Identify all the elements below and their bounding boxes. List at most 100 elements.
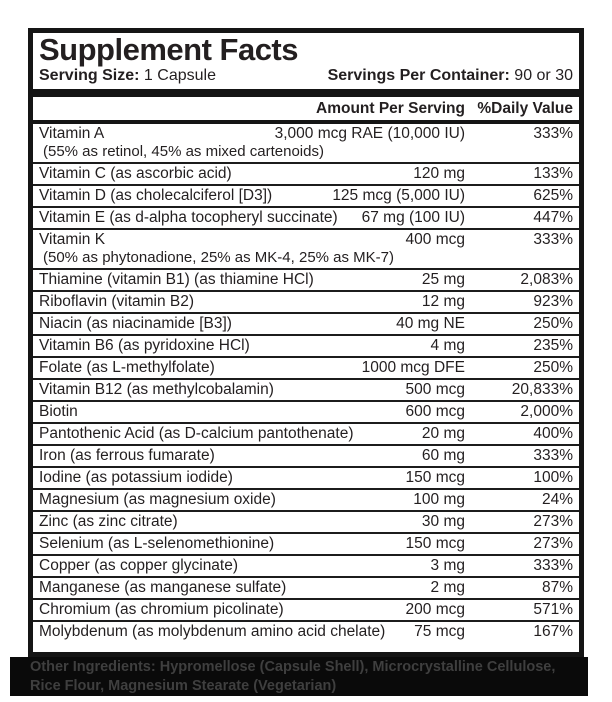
row-main-line: Vitamin E (as d-alpha tocopheryl succina…	[39, 209, 573, 227]
row-main-line: Chromium (as chromium picolinate) 200 mcg…	[39, 601, 573, 619]
row-amount: 3,000 mcg RAE (10,000 IU)	[274, 124, 465, 142]
row-amount: 150 mcg	[405, 468, 465, 486]
row-main-line: Vitamin A 3,000 mcg RAE (10,000 IU) 333%	[39, 125, 573, 143]
row-amount: 12 mg	[421, 292, 465, 310]
row-name: Chromium (as chromium picolinate)	[39, 600, 284, 618]
table-row: Pantothenic Acid (as D-calcium pantothen…	[33, 424, 579, 446]
row-name: Iron (as ferrous fumarate)	[39, 446, 215, 464]
row-name: Manganese (as manganese sulfate)	[39, 578, 287, 596]
row-daily-value: 625%	[533, 186, 573, 204]
row-name: Iodine (as potassium iodide)	[39, 468, 233, 486]
row-amount: 500 mcg	[405, 380, 465, 398]
row-name: Zinc (as zinc citrate)	[39, 512, 178, 530]
table-row: Vitamin K 400 mcg 333% (50% as phytonadione…	[33, 230, 579, 270]
other-ingredients-label: Other Ingredients:	[30, 659, 156, 675]
table-row: Selenium (as L-selenomethionine) 150 mcg 2…	[33, 534, 579, 556]
table-row: Riboflavin (vitamin B2) 12 mg 923%	[33, 292, 579, 314]
row-amount: 2 mg	[430, 578, 465, 596]
row-amount: 200 mcg	[405, 600, 465, 618]
row-amount: 150 mcg	[405, 534, 465, 552]
table-row: Zinc (as zinc citrate) 30 mg 273%	[33, 512, 579, 534]
column-header-daily-value: %Daily Value	[477, 99, 573, 117]
row-daily-value: 447%	[533, 208, 573, 226]
row-main-line: Biotin 600 mcg 2,000%	[39, 403, 573, 421]
row-daily-value: 20,833%	[511, 380, 573, 398]
row-daily-value: 24%	[541, 490, 573, 508]
row-daily-value: 273%	[533, 512, 573, 530]
row-amount: 1000 mcg DFE	[361, 358, 465, 376]
row-daily-value: 250%	[533, 358, 573, 376]
column-header-row: Amount Per Serving %Daily Value	[33, 97, 579, 120]
row-daily-value: 167%	[533, 622, 573, 640]
row-daily-value: 333%	[533, 556, 573, 574]
serving-info-line: Serving Size: 1 Capsule Servings Per Con…	[33, 67, 579, 89]
row-main-line: Thiamine (vitamin B1) (as thiamine HCl) 2…	[39, 271, 573, 289]
row-amount: 120 mg	[413, 164, 465, 182]
table-row: Vitamin E (as d-alpha tocopheryl succina…	[33, 208, 579, 230]
column-header-amount: Amount Per Serving	[316, 99, 465, 117]
row-amount: 25 mg	[421, 270, 465, 288]
row-main-line: Manganese (as manganese sulfate) 2 mg 87%	[39, 579, 573, 597]
row-main-line: Selenium (as L-selenomethionine) 150 mcg 2…	[39, 535, 573, 553]
row-name: Riboflavin (vitamin B2)	[39, 292, 195, 310]
table-row: Chromium (as chromium picolinate) 200 mcg…	[33, 600, 579, 622]
row-amount: 40 mg NE	[396, 314, 465, 332]
row-name: Selenium (as L-selenomethionine)	[39, 534, 275, 552]
table-row: Magnesium (as magnesium oxide) 100 mg 24%	[33, 490, 579, 512]
supplement-facts-panel: Supplement Facts Serving Size: 1 Capsule…	[28, 28, 584, 657]
row-main-line: Magnesium (as magnesium oxide) 100 mg 24%	[39, 491, 573, 509]
row-name: Biotin	[39, 402, 78, 420]
table-row: Biotin 600 mcg 2,000%	[33, 402, 579, 424]
row-daily-value: 2,083%	[520, 270, 573, 288]
row-daily-value: 2,000%	[520, 402, 573, 420]
row-daily-value: 100%	[533, 468, 573, 486]
table-row: Folate (as L-methylfolate) 1000 mcg DFE 25…	[33, 358, 579, 380]
row-main-line: Vitamin C (as ascorbic acid) 120 mg 133%	[39, 165, 573, 183]
row-daily-value: 333%	[533, 124, 573, 142]
row-daily-value: 273%	[533, 534, 573, 552]
row-main-line: Folate (as L-methylfolate) 1000 mcg DFE 25…	[39, 359, 573, 377]
row-amount: 4 mg	[430, 336, 465, 354]
row-amount: 67 mg (100 IU)	[361, 208, 465, 226]
serving-size: Serving Size: 1 Capsule	[39, 67, 216, 85]
servings-per-container: Servings Per Container: 90 or 30	[328, 67, 573, 85]
row-daily-value: 235%	[533, 336, 573, 354]
row-main-line: Pantothenic Acid (as D-calcium pantothen…	[39, 425, 573, 443]
row-amount: 75 mcg	[414, 622, 465, 640]
table-row: Vitamin B6 (as pyridoxine HCl) 4 mg 235%	[33, 336, 579, 358]
servings-per-container-value: 90 or 30	[509, 66, 573, 84]
row-name: Vitamin D (as cholecalciferol [D3])	[39, 186, 273, 204]
other-ingredients-band: Other Ingredients: Hypromellose (Capsule…	[10, 657, 588, 696]
row-name: Vitamin B12 (as methylcobalamin)	[39, 380, 274, 398]
row-main-line: Molybdenum (as molybdenum amino acid che…	[39, 623, 573, 641]
row-name: Vitamin K	[39, 230, 106, 248]
servings-per-container-label: Servings Per Container:	[327, 66, 510, 84]
table-row: Iron (as ferrous fumarate) 60 mg 333%	[33, 446, 579, 468]
row-name: Thiamine (vitamin B1) (as thiamine HCl)	[39, 270, 314, 288]
row-daily-value: 250%	[533, 314, 573, 332]
row-amount: 60 mg	[421, 446, 465, 464]
serving-size-value: 1 Capsule	[139, 66, 216, 84]
header-divider-bar	[33, 88, 579, 97]
row-amount: 400 mcg	[405, 230, 465, 248]
table-row: Molybdenum (as molybdenum amino acid che…	[33, 622, 579, 642]
column-header-underline-bar	[33, 119, 579, 124]
row-daily-value: 400%	[533, 424, 573, 442]
row-name: Folate (as L-methylfolate)	[39, 358, 215, 376]
row-amount: 100 mg	[413, 490, 465, 508]
row-main-line: Vitamin B6 (as pyridoxine HCl) 4 mg 235%	[39, 337, 573, 355]
other-ingredients-text: Hypromellose (Capsule Shell), Microcryst…	[30, 659, 556, 694]
row-amount: 20 mg	[421, 424, 465, 442]
table-row: Copper (as copper glycinate) 3 mg 333%	[33, 556, 579, 578]
table-row: Iodine (as potassium iodide) 150 mcg 100%	[33, 468, 579, 490]
table-row: Vitamin A 3,000 mcg RAE (10,000 IU) 333% (5…	[33, 124, 579, 164]
table-row: Vitamin C (as ascorbic acid) 120 mg 133%	[33, 164, 579, 186]
row-name: Copper (as copper glycinate)	[39, 556, 239, 574]
row-name: Vitamin E (as d-alpha tocopheryl succina…	[39, 208, 338, 226]
table-row: Manganese (as manganese sulfate) 2 mg 87%	[33, 578, 579, 600]
row-main-line: Iron (as ferrous fumarate) 60 mg 333%	[39, 447, 573, 465]
serving-size-label: Serving Size:	[39, 66, 140, 84]
table-row: Niacin (as niacinamide [B3]) 40 mg NE 250%	[33, 314, 579, 336]
row-main-line: Vitamin B12 (as methylcobalamin) 500 mcg 2…	[39, 381, 573, 399]
row-subnote: (55% as retinol, 45% as mixed cartenoids…	[43, 142, 324, 160]
